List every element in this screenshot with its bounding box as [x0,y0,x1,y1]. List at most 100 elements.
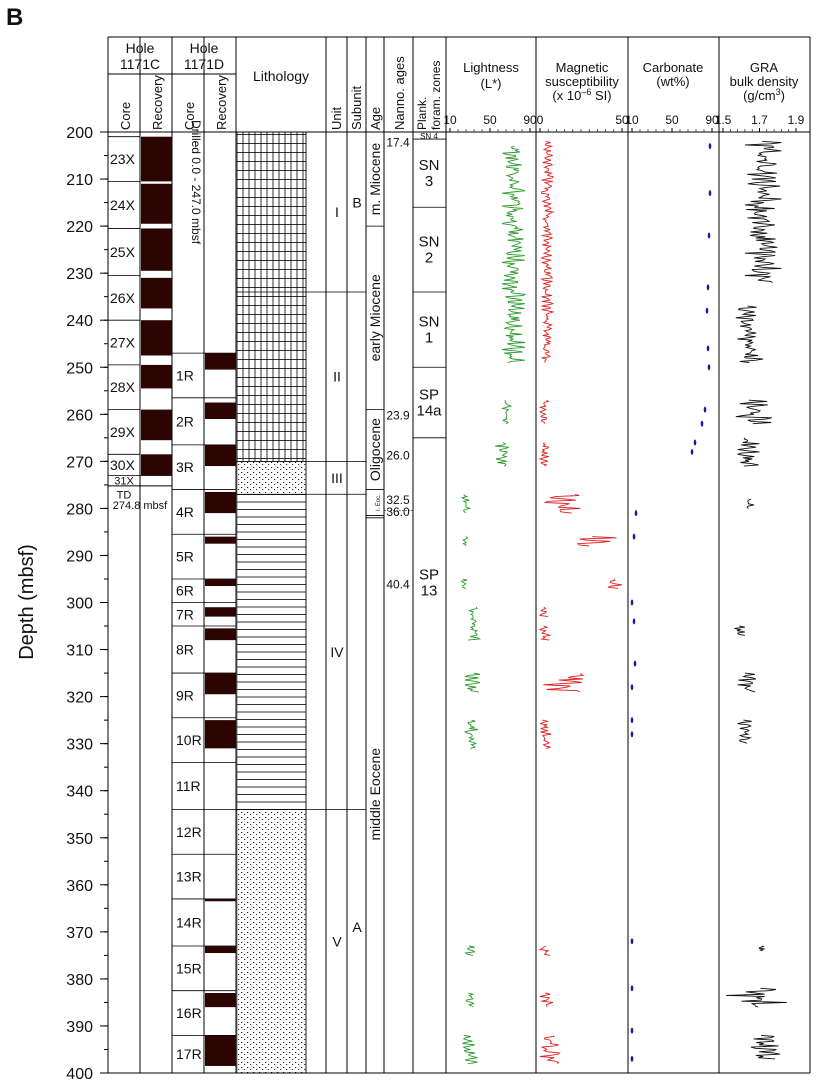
unit-label: V [332,933,342,949]
trace-3 [744,140,782,283]
foram-zone-label: SN [419,314,440,331]
y-tick-label: 350 [66,831,93,848]
hole-d-title: Hole [190,40,219,56]
core-label: 3R [176,459,194,475]
trace-0 [460,578,468,589]
trace-3 [737,672,757,693]
core-label: 12R [176,824,202,840]
recovery-block [141,454,172,476]
lightness-unit: (L*) [481,76,502,91]
lithology-band-dots [236,809,307,1074]
core-label: 28X [110,379,136,395]
subunit-header: Subunit [349,86,364,130]
core-label: 23X [110,151,136,167]
trace-1 [607,578,623,589]
trace-3 [735,305,764,363]
trace-1 [538,399,550,424]
y-tick-label: 290 [66,548,93,565]
y-tick-label: 280 [66,501,93,518]
recovery-block [141,320,172,356]
magsus-exponent: –6 [581,87,591,97]
trace-0 [462,1034,478,1065]
gra-unit: (g/cm3) [743,87,785,103]
hole-d-number: 1171D [184,56,224,72]
hole-c-recovery-header: Recovery [150,75,165,130]
carbonate-point [630,938,634,945]
subunit-label: A [352,919,362,935]
magsus-scale-label: 50 [615,113,629,127]
y-tick-label: 220 [66,219,93,236]
foram-zone-label: SP [419,387,439,404]
magsus-header-3: (x 10–6 SI) [552,87,611,103]
unit-header: Unit [329,106,344,130]
y-tick-label: 260 [66,407,93,424]
lightness-scale-label: 90 [523,113,537,127]
carbonate-point [708,143,712,150]
trace-1 [538,945,550,956]
foram-zone-label: 1 [425,330,433,347]
gra-exponent: 3 [776,87,781,97]
core-label: 4R [176,504,194,520]
core-label: 14R [176,914,202,930]
trace-1 [576,536,617,547]
trace-1 [539,992,554,1008]
carbonate-point [700,420,704,427]
y-tick-label: 330 [66,737,93,754]
nanno-age: 23.9 [386,408,410,422]
trace-3 [725,987,787,1008]
carbonate-scale-label: 50 [665,113,679,127]
core-label: 16R [176,1005,202,1021]
carbonate-point [630,985,634,992]
carbonate-point [706,345,710,352]
age-label: middle Eocene [367,748,383,841]
core-label: 25X [110,244,136,260]
y-tick-label: 300 [66,596,93,613]
recovery-block [205,898,236,902]
age-label: early Miocene [367,274,383,361]
recovery-block [205,720,236,749]
y-tick-label: 380 [66,972,93,989]
trace-0 [465,992,475,1008]
gra-scale-label: 1.7 [751,113,768,127]
trace-3 [758,945,765,952]
carbonate-point [707,364,711,371]
core-label: 2R [176,413,194,429]
trace-3 [750,1034,781,1060]
y-axis-label: Depth (mbsf) [16,544,38,660]
trace-1 [538,442,550,467]
nanno-age: 32.5 [386,493,410,507]
recovery-block [205,628,236,641]
lithology-header: Lithology [253,68,309,84]
gra-unit-close: ) [781,88,785,103]
core-label: 7R [176,606,194,622]
y-tick-label: 210 [66,172,93,189]
unit-label: III [331,470,343,486]
core-label: 26X [110,290,136,306]
lithology-band-ladder [236,131,307,462]
foram-zone-label: SP [419,566,439,583]
core-label: 9R [176,687,194,703]
trace-1 [540,140,555,363]
y-tick-label: 320 [66,690,93,707]
core-label: 5R [176,549,194,565]
unit-label: I [335,204,339,220]
core-label: 10R [176,732,202,748]
core-label: 13R [176,869,202,885]
magsus-header-2: susceptibility [545,74,619,89]
carbonate-point [703,406,707,413]
hole-c-number: 1171C [120,56,160,72]
recovery-block [205,402,236,420]
carbonate-scale-label: 90 [705,113,719,127]
core-label: 17R [176,1046,202,1062]
magsus-unit: SI) [591,88,611,103]
hole-d-recovery-header: Recovery [214,75,229,130]
hole-c-core-header: Core [118,102,133,130]
unit-label: IV [330,644,344,660]
trace-0 [464,945,476,956]
recovery-block [141,409,172,441]
gra-scale-label: 1.5 [715,113,732,127]
gra-header-2: bulk density [730,74,799,89]
carbonate-point [634,510,638,517]
trace-0 [464,672,481,693]
